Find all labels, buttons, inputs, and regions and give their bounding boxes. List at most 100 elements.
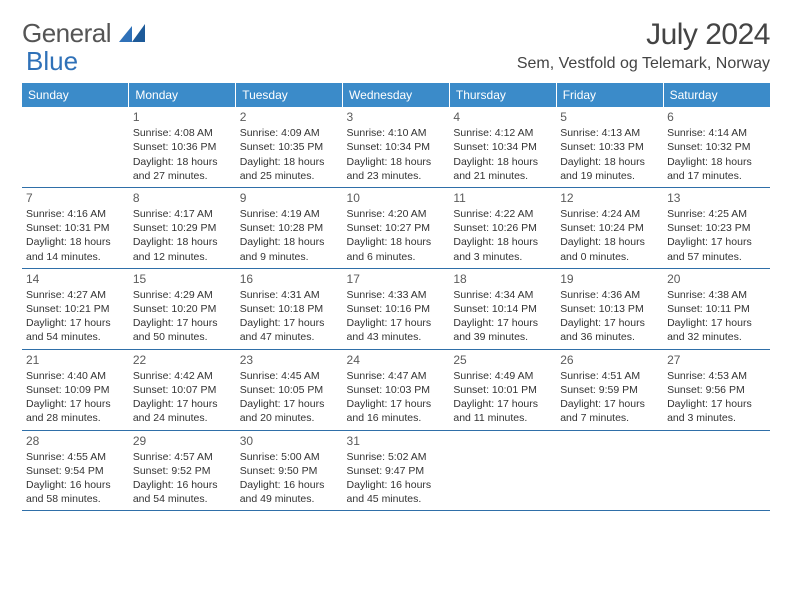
daylight-text: and 57 minutes. <box>667 250 766 264</box>
sunset-text: Sunset: 10:35 PM <box>240 140 339 154</box>
calendar-cell: 29Sunrise: 4:57 AMSunset: 9:52 PMDayligh… <box>129 430 236 511</box>
sunset-text: Sunset: 10:01 PM <box>453 383 552 397</box>
calendar-row: 7Sunrise: 4:16 AMSunset: 10:31 PMDayligh… <box>22 187 770 268</box>
calendar-cell: 4Sunrise: 4:12 AMSunset: 10:34 PMDayligh… <box>449 107 556 187</box>
day-number: 16 <box>240 271 339 287</box>
calendar-cell: 12Sunrise: 4:24 AMSunset: 10:24 PMDaylig… <box>556 187 663 268</box>
weekday-header: Wednesday <box>343 83 450 107</box>
sunset-text: Sunset: 10:29 PM <box>133 221 232 235</box>
day-number: 22 <box>133 352 232 368</box>
sunset-text: Sunset: 10:20 PM <box>133 302 232 316</box>
calendar-cell: 23Sunrise: 4:45 AMSunset: 10:05 PMDaylig… <box>236 349 343 430</box>
sunrise-text: Sunrise: 4:36 AM <box>560 288 659 302</box>
sunrise-text: Sunrise: 4:38 AM <box>667 288 766 302</box>
sunrise-text: Sunrise: 4:40 AM <box>26 369 125 383</box>
daylight-text: Daylight: 17 hours <box>453 397 552 411</box>
day-number: 25 <box>453 352 552 368</box>
sunset-text: Sunset: 10:14 PM <box>453 302 552 316</box>
daylight-text: Daylight: 17 hours <box>560 397 659 411</box>
calendar-cell <box>449 430 556 511</box>
day-number: 28 <box>26 433 125 449</box>
daylight-text: and 3 minutes. <box>453 250 552 264</box>
sunrise-text: Sunrise: 4:14 AM <box>667 126 766 140</box>
daylight-text: Daylight: 17 hours <box>347 316 446 330</box>
day-number: 7 <box>26 190 125 206</box>
sunrise-text: Sunrise: 4:27 AM <box>26 288 125 302</box>
logo: General <box>22 18 147 49</box>
sunrise-text: Sunrise: 4:57 AM <box>133 450 232 464</box>
day-number: 18 <box>453 271 552 287</box>
daylight-text: Daylight: 17 hours <box>667 235 766 249</box>
sunset-text: Sunset: 10:28 PM <box>240 221 339 235</box>
sunset-text: Sunset: 10:26 PM <box>453 221 552 235</box>
daylight-text: Daylight: 18 hours <box>240 235 339 249</box>
day-number: 31 <box>347 433 446 449</box>
day-number: 4 <box>453 109 552 125</box>
daylight-text: and 14 minutes. <box>26 250 125 264</box>
calendar-cell: 5Sunrise: 4:13 AMSunset: 10:33 PMDayligh… <box>556 107 663 187</box>
daylight-text: and 0 minutes. <box>560 250 659 264</box>
daylight-text: and 50 minutes. <box>133 330 232 344</box>
daylight-text: Daylight: 18 hours <box>26 235 125 249</box>
sunset-text: Sunset: 10:05 PM <box>240 383 339 397</box>
calendar-cell: 2Sunrise: 4:09 AMSunset: 10:35 PMDayligh… <box>236 107 343 187</box>
calendar-table: SundayMondayTuesdayWednesdayThursdayFrid… <box>22 83 770 511</box>
logo-mark-icon <box>119 18 145 49</box>
weekday-header: Friday <box>556 83 663 107</box>
calendar-cell: 13Sunrise: 4:25 AMSunset: 10:23 PMDaylig… <box>663 187 770 268</box>
day-number: 17 <box>347 271 446 287</box>
sunset-text: Sunset: 10:16 PM <box>347 302 446 316</box>
calendar-cell: 26Sunrise: 4:51 AMSunset: 9:59 PMDayligh… <box>556 349 663 430</box>
daylight-text: Daylight: 17 hours <box>560 316 659 330</box>
daylight-text: Daylight: 18 hours <box>347 235 446 249</box>
daylight-text: Daylight: 17 hours <box>240 316 339 330</box>
sunset-text: Sunset: 10:34 PM <box>453 140 552 154</box>
day-number: 26 <box>560 352 659 368</box>
sunrise-text: Sunrise: 4:09 AM <box>240 126 339 140</box>
daylight-text: and 24 minutes. <box>133 411 232 425</box>
daylight-text: Daylight: 16 hours <box>240 478 339 492</box>
calendar-body: 1Sunrise: 4:08 AMSunset: 10:36 PMDayligh… <box>22 107 770 511</box>
sunrise-text: Sunrise: 4:45 AM <box>240 369 339 383</box>
calendar-row: 14Sunrise: 4:27 AMSunset: 10:21 PMDaylig… <box>22 268 770 349</box>
calendar-cell: 8Sunrise: 4:17 AMSunset: 10:29 PMDayligh… <box>129 187 236 268</box>
daylight-text: and 47 minutes. <box>240 330 339 344</box>
sunrise-text: Sunrise: 4:31 AM <box>240 288 339 302</box>
day-number: 12 <box>560 190 659 206</box>
calendar-cell: 21Sunrise: 4:40 AMSunset: 10:09 PMDaylig… <box>22 349 129 430</box>
day-number: 30 <box>240 433 339 449</box>
daylight-text: and 23 minutes. <box>347 169 446 183</box>
daylight-text: Daylight: 18 hours <box>133 155 232 169</box>
daylight-text: and 45 minutes. <box>347 492 446 506</box>
calendar-cell: 14Sunrise: 4:27 AMSunset: 10:21 PMDaylig… <box>22 268 129 349</box>
weekday-header: Tuesday <box>236 83 343 107</box>
daylight-text: and 20 minutes. <box>240 411 339 425</box>
daylight-text: Daylight: 17 hours <box>26 316 125 330</box>
sunrise-text: Sunrise: 4:16 AM <box>26 207 125 221</box>
day-number: 8 <box>133 190 232 206</box>
logo-word1: General <box>22 18 111 49</box>
daylight-text: and 58 minutes. <box>26 492 125 506</box>
calendar-row: 1Sunrise: 4:08 AMSunset: 10:36 PMDayligh… <box>22 107 770 187</box>
calendar-cell: 16Sunrise: 4:31 AMSunset: 10:18 PMDaylig… <box>236 268 343 349</box>
daylight-text: and 43 minutes. <box>347 330 446 344</box>
calendar-cell: 1Sunrise: 4:08 AMSunset: 10:36 PMDayligh… <box>129 107 236 187</box>
day-number: 20 <box>667 271 766 287</box>
sunset-text: Sunset: 9:54 PM <box>26 464 125 478</box>
sunrise-text: Sunrise: 4:33 AM <box>347 288 446 302</box>
sunset-text: Sunset: 10:03 PM <box>347 383 446 397</box>
daylight-text: and 3 minutes. <box>667 411 766 425</box>
calendar-cell: 31Sunrise: 5:02 AMSunset: 9:47 PMDayligh… <box>343 430 450 511</box>
calendar-cell: 7Sunrise: 4:16 AMSunset: 10:31 PMDayligh… <box>22 187 129 268</box>
sunrise-text: Sunrise: 4:17 AM <box>133 207 232 221</box>
day-number: 29 <box>133 433 232 449</box>
sunrise-text: Sunrise: 5:02 AM <box>347 450 446 464</box>
sunrise-text: Sunrise: 4:22 AM <box>453 207 552 221</box>
daylight-text: Daylight: 18 hours <box>667 155 766 169</box>
weekday-header: Sunday <box>22 83 129 107</box>
daylight-text: Daylight: 17 hours <box>667 397 766 411</box>
day-number: 14 <box>26 271 125 287</box>
day-number: 6 <box>667 109 766 125</box>
day-number: 13 <box>667 190 766 206</box>
title-block: July 2024 Sem, Vestfold og Telemark, Nor… <box>517 18 770 73</box>
